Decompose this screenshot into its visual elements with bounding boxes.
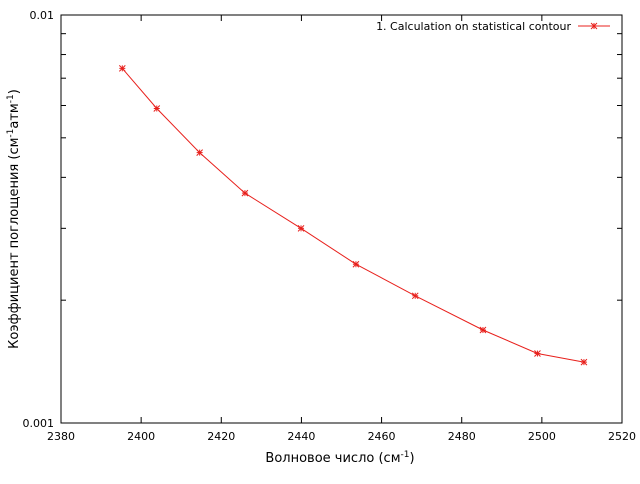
x-tick-label: 2460 <box>368 430 396 443</box>
x-axis-label-sup: -1 <box>401 450 410 460</box>
x-tick-label: 2420 <box>207 430 235 443</box>
x-tick-label: 2380 <box>47 430 75 443</box>
legend: 1. Calculation on statistical contour <box>376 20 610 33</box>
data-point <box>153 105 161 112</box>
data-point <box>352 260 360 268</box>
series-layer <box>118 64 588 366</box>
x-axis-label: Волновое число (см-1) <box>265 450 414 466</box>
data-point <box>241 189 249 197</box>
data-point <box>580 358 588 366</box>
series-line <box>121 68 584 363</box>
data-point <box>411 292 419 300</box>
x-tick-label: 2480 <box>448 430 476 443</box>
x-tick-label: 2440 <box>287 430 315 443</box>
legend-marker <box>590 22 598 30</box>
data-point <box>479 326 487 334</box>
plot-frame <box>60 14 623 424</box>
data-point <box>534 350 541 357</box>
ticks-layer: 2380 2400 2420 2440 2460 2480 2500 2520 0.001 0.0… <box>23 9 637 443</box>
y-tick-label: 0.001 <box>23 417 55 430</box>
y-axis-label: Коэффициент поглощения (см-1атм-1) <box>6 89 22 349</box>
legend-entry-label: 1. Calculation on statistical contour <box>376 20 571 33</box>
x-tick-label: 2400 <box>127 430 155 443</box>
legend-marker-cross <box>590 22 598 30</box>
data-point <box>196 149 204 156</box>
x-tick-label: 2500 <box>528 430 556 443</box>
x-tick-label: 2520 <box>608 430 636 443</box>
data-point <box>118 64 126 72</box>
y-tick-label: 0.01 <box>30 9 55 22</box>
data-point <box>297 224 305 232</box>
